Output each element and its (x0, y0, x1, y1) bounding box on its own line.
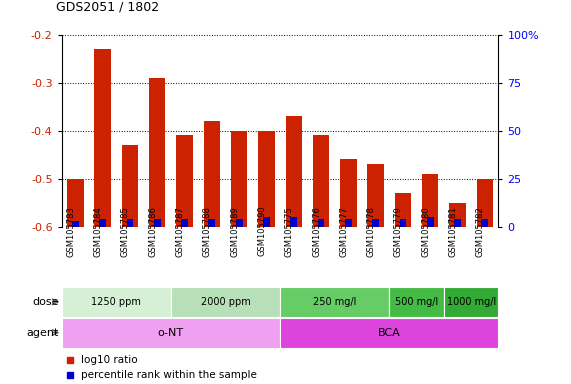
Text: GSM105777: GSM105777 (339, 206, 348, 257)
Bar (204, 121, 220, 227)
Bar (149, 78, 166, 227)
Bar (263, 217, 270, 227)
Text: GSM105778: GSM105778 (367, 206, 376, 257)
Bar (62, 318, 280, 348)
Text: GSM105785: GSM105785 (121, 206, 130, 257)
Bar (395, 193, 411, 227)
Bar (208, 219, 215, 227)
Bar (427, 217, 433, 227)
Bar (454, 219, 461, 227)
Bar (422, 174, 439, 227)
Bar (389, 287, 444, 317)
Text: GSM105781: GSM105781 (449, 206, 457, 257)
Bar (231, 131, 247, 227)
Bar (154, 219, 160, 227)
Bar (345, 219, 352, 227)
Bar (94, 49, 111, 227)
Text: GSM105787: GSM105787 (175, 206, 184, 257)
Bar (236, 219, 243, 227)
Bar (477, 179, 493, 227)
Text: 2000 ppm: 2000 ppm (200, 297, 250, 307)
Text: GSM105783: GSM105783 (66, 206, 75, 257)
Bar (181, 219, 188, 227)
Text: GDS2051 / 1802: GDS2051 / 1802 (56, 0, 159, 13)
Text: 1000 mg/l: 1000 mg/l (447, 297, 496, 307)
Bar (400, 219, 407, 227)
Text: GSM105780: GSM105780 (421, 206, 430, 257)
Text: agent: agent (26, 328, 59, 338)
Text: 1250 ppm: 1250 ppm (91, 297, 141, 307)
Bar (280, 287, 389, 317)
Bar (67, 179, 83, 227)
Text: GSM105786: GSM105786 (148, 206, 157, 257)
Bar (368, 164, 384, 227)
Bar (258, 131, 275, 227)
Bar (122, 145, 138, 227)
Text: BCA: BCA (378, 328, 401, 338)
Bar (72, 221, 79, 227)
Text: log10 ratio: log10 ratio (81, 355, 138, 365)
Bar (176, 136, 192, 227)
Bar (317, 219, 324, 227)
Text: GSM105782: GSM105782 (476, 206, 485, 257)
Bar (99, 219, 106, 227)
Bar (372, 219, 379, 227)
Text: GSM105779: GSM105779 (394, 206, 403, 257)
Bar (290, 217, 297, 227)
Bar (481, 219, 488, 227)
Bar (286, 116, 302, 227)
Text: GSM105790: GSM105790 (258, 206, 267, 257)
Bar (449, 203, 466, 227)
Bar (62, 287, 171, 317)
Text: percentile rank within the sample: percentile rank within the sample (81, 370, 257, 381)
Text: 500 mg/l: 500 mg/l (395, 297, 438, 307)
Text: GSM105789: GSM105789 (230, 206, 239, 257)
Bar (313, 136, 329, 227)
Text: o-NT: o-NT (158, 328, 184, 338)
Bar (171, 287, 280, 317)
Text: GSM105788: GSM105788 (203, 206, 212, 257)
Text: dose: dose (33, 297, 59, 307)
Text: GSM105784: GSM105784 (94, 206, 103, 257)
Text: GSM105776: GSM105776 (312, 206, 321, 257)
Text: 250 mg/l: 250 mg/l (313, 297, 356, 307)
Bar (280, 318, 498, 348)
Bar (340, 159, 356, 227)
Bar (127, 219, 134, 227)
Text: GSM105775: GSM105775 (285, 206, 293, 257)
Bar (444, 287, 498, 317)
